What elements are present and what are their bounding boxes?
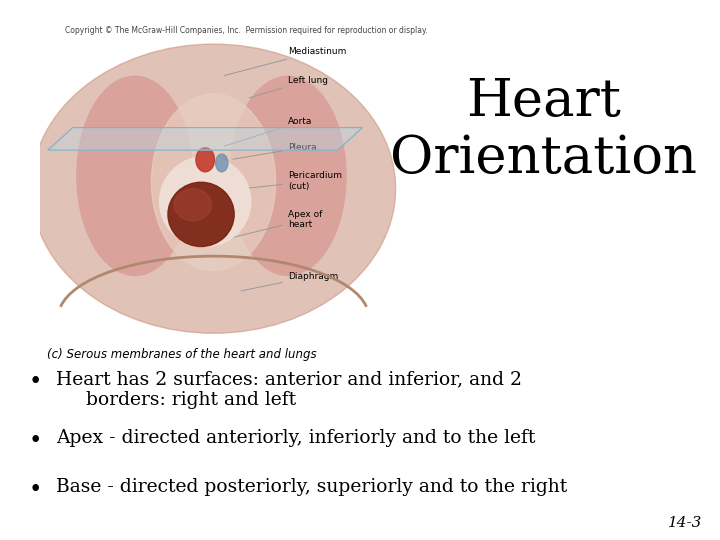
- Text: •: •: [29, 370, 42, 393]
- Ellipse shape: [230, 76, 346, 275]
- Text: Heart has 2 surfaces: anterior and inferior, and 2
     borders: right and left: Heart has 2 surfaces: anterior and infer…: [56, 370, 522, 409]
- Text: 14-3: 14-3: [667, 516, 702, 530]
- Text: Left lung: Left lung: [249, 76, 328, 98]
- Text: Apex of
heart: Apex of heart: [212, 210, 323, 242]
- Ellipse shape: [215, 154, 228, 172]
- Text: Pleura: Pleura: [233, 143, 317, 159]
- Text: Aorta: Aorta: [225, 117, 312, 146]
- Text: •: •: [29, 429, 42, 453]
- Ellipse shape: [151, 94, 276, 271]
- Ellipse shape: [31, 44, 396, 333]
- Text: •: •: [29, 478, 42, 501]
- Ellipse shape: [77, 76, 193, 275]
- Ellipse shape: [160, 157, 251, 246]
- Text: Base - directed posteriorly, superiorly and to the right: Base - directed posteriorly, superiorly …: [56, 478, 567, 496]
- Text: Heart
Orientation: Heart Orientation: [390, 76, 697, 184]
- Text: Copyright © The McGraw-Hill Companies, Inc.  Permission required for reproductio: Copyright © The McGraw-Hill Companies, I…: [66, 26, 428, 36]
- Polygon shape: [48, 127, 363, 150]
- Text: Apex - directed anteriorly, inferiorly and to the left: Apex - directed anteriorly, inferiorly a…: [56, 429, 536, 447]
- Text: Mediastinum: Mediastinum: [225, 47, 346, 76]
- Text: Diaphragm: Diaphragm: [241, 272, 338, 291]
- Text: Pericardium
(cut): Pericardium (cut): [246, 171, 342, 191]
- Text: (c) Serous membranes of the heart and lungs: (c) Serous membranes of the heart and lu…: [47, 348, 316, 361]
- Ellipse shape: [196, 148, 215, 172]
- Ellipse shape: [168, 183, 234, 246]
- Ellipse shape: [174, 188, 212, 221]
